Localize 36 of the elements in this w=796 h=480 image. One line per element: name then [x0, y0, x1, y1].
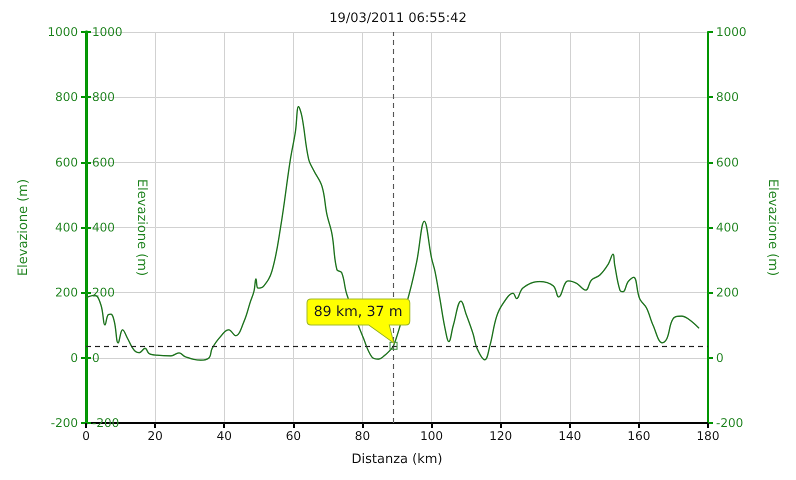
x-tick-label: 20 — [147, 429, 163, 443]
x-tick-label: 140 — [558, 429, 582, 443]
x-tick-label: 0 — [82, 429, 90, 443]
y-tick-label: 400 — [55, 220, 78, 234]
y3-axis-title: Elevazione (m) — [134, 178, 149, 276]
y-tick-label: 1000 — [47, 25, 78, 39]
x-tick-label: 60 — [286, 429, 301, 443]
x-tick-label: 100 — [420, 429, 444, 443]
y2-tick-label: 1000 — [92, 25, 123, 39]
y3-tick-label: 0 — [716, 350, 724, 365]
y3-tick-label: 1000 — [716, 25, 747, 39]
y-tick-label: 800 — [55, 90, 78, 104]
y3-tick-label: 200 — [716, 286, 739, 300]
y-axis-title: Elevazione (m) — [16, 178, 31, 276]
y-tick-label: 600 — [55, 155, 78, 170]
y3-tick-label: 400 — [716, 220, 739, 234]
y-tick-label: 200 — [55, 286, 78, 300]
y2-tick-label: 600 — [92, 155, 115, 170]
y3-tick-label: -200 — [716, 416, 744, 430]
x-tick-label: 180 — [696, 429, 720, 443]
y3-tick-label: 600 — [716, 155, 739, 170]
y2-axis-title: Elevazione (m) — [765, 178, 780, 276]
y2-tick-label: 0 — [92, 350, 100, 365]
x-tick-label: 80 — [354, 429, 370, 443]
y2-tick-label: 800 — [92, 90, 115, 104]
x-axis-title: Distanza (km) — [352, 452, 442, 467]
y3-tick-label: 800 — [716, 90, 739, 104]
x-tick-label: 40 — [216, 429, 232, 443]
x-tick-label: 160 — [627, 429, 650, 443]
x-tick-label: 120 — [489, 429, 512, 443]
line-series — [85, 106, 700, 361]
y-tick-label: -200 — [50, 416, 78, 430]
chart-title: 19/03/2011 06:55:42 — [329, 11, 467, 26]
y2-tick-label: 400 — [92, 220, 115, 234]
annotation: 89 km, 37 m — [314, 304, 403, 320]
y-tick-label: 0 — [70, 350, 78, 365]
